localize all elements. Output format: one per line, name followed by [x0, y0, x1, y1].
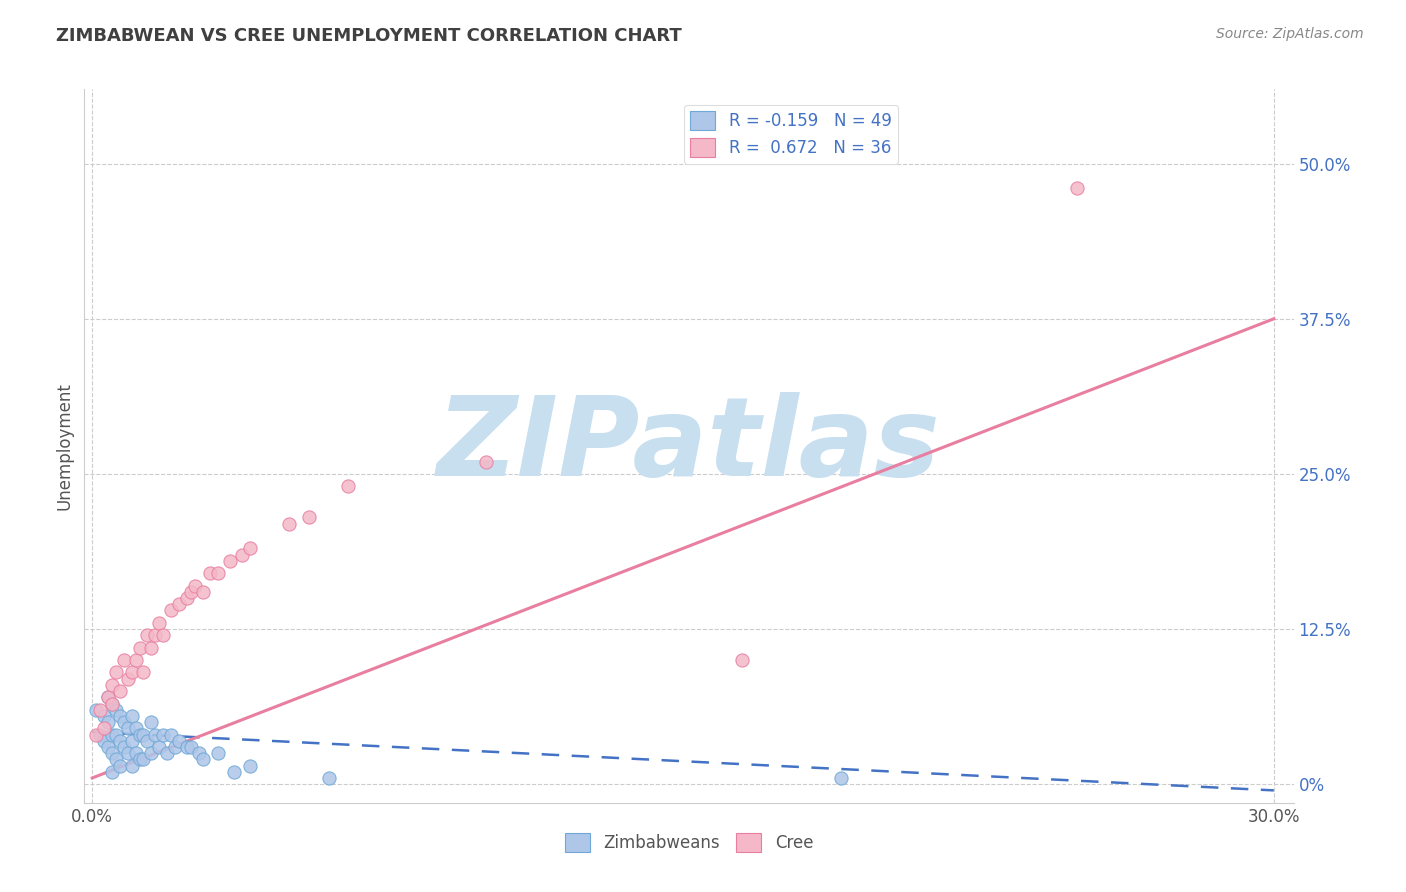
- Point: [176, 739, 198, 754]
- Point: [1066, 181, 1088, 195]
- Point: [136, 628, 159, 642]
- Point: [97, 690, 120, 705]
- Point: [160, 603, 183, 617]
- Point: [128, 727, 150, 741]
- Point: [731, 653, 754, 667]
- Point: [219, 554, 242, 568]
- Point: [191, 584, 214, 599]
- Point: [112, 715, 135, 730]
- Point: [121, 758, 143, 772]
- Point: [108, 758, 131, 772]
- Point: [207, 566, 229, 581]
- Point: [167, 733, 190, 747]
- Text: Source: ZipAtlas.com: Source: ZipAtlas.com: [1216, 27, 1364, 41]
- Point: [97, 690, 120, 705]
- Point: [117, 722, 139, 736]
- Point: [180, 739, 202, 754]
- Point: [200, 566, 222, 581]
- Point: [148, 615, 170, 630]
- Point: [117, 672, 139, 686]
- Point: [278, 516, 301, 531]
- Point: [176, 591, 198, 605]
- Point: [108, 684, 131, 698]
- Point: [141, 746, 163, 760]
- Point: [298, 510, 321, 524]
- Text: ZIPatlas: ZIPatlas: [437, 392, 941, 500]
- Point: [101, 764, 124, 779]
- Point: [112, 739, 135, 754]
- Point: [191, 752, 214, 766]
- Point: [104, 703, 127, 717]
- Point: [117, 746, 139, 760]
- Point: [104, 752, 127, 766]
- Point: [132, 727, 155, 741]
- Point: [128, 640, 150, 655]
- Point: [136, 733, 159, 747]
- Point: [112, 653, 135, 667]
- Point: [132, 752, 155, 766]
- Point: [97, 739, 120, 754]
- Point: [239, 758, 262, 772]
- Point: [101, 697, 124, 711]
- Point: [108, 733, 131, 747]
- Point: [207, 746, 229, 760]
- Point: [148, 739, 170, 754]
- Point: [222, 764, 245, 779]
- Point: [128, 752, 150, 766]
- Point: [121, 733, 143, 747]
- Point: [84, 727, 107, 741]
- Point: [101, 727, 124, 741]
- Point: [93, 733, 115, 747]
- Point: [187, 746, 209, 760]
- Point: [337, 479, 360, 493]
- Point: [108, 709, 131, 723]
- Point: [101, 746, 124, 760]
- Legend: Zimbabweans, Cree: Zimbabweans, Cree: [558, 827, 820, 859]
- Point: [180, 584, 202, 599]
- Point: [152, 628, 174, 642]
- Point: [121, 665, 143, 680]
- Point: [89, 703, 111, 717]
- Y-axis label: Unemployment: Unemployment: [55, 382, 73, 510]
- Point: [93, 722, 115, 736]
- Point: [132, 665, 155, 680]
- Point: [143, 727, 166, 741]
- Point: [93, 709, 115, 723]
- Point: [167, 597, 190, 611]
- Point: [101, 678, 124, 692]
- Point: [121, 709, 143, 723]
- Point: [101, 697, 124, 711]
- Point: [141, 640, 163, 655]
- Point: [89, 727, 111, 741]
- Point: [124, 722, 146, 736]
- Point: [830, 771, 852, 785]
- Point: [231, 548, 253, 562]
- Point: [318, 771, 340, 785]
- Point: [124, 746, 146, 760]
- Point: [183, 579, 205, 593]
- Point: [141, 715, 163, 730]
- Point: [104, 727, 127, 741]
- Point: [152, 727, 174, 741]
- Point: [84, 703, 107, 717]
- Point: [97, 715, 120, 730]
- Point: [475, 454, 498, 468]
- Point: [160, 727, 183, 741]
- Point: [156, 746, 179, 760]
- Point: [239, 541, 262, 556]
- Point: [124, 653, 146, 667]
- Text: ZIMBABWEAN VS CREE UNEMPLOYMENT CORRELATION CHART: ZIMBABWEAN VS CREE UNEMPLOYMENT CORRELAT…: [56, 27, 682, 45]
- Point: [163, 739, 186, 754]
- Point: [104, 665, 127, 680]
- Point: [143, 628, 166, 642]
